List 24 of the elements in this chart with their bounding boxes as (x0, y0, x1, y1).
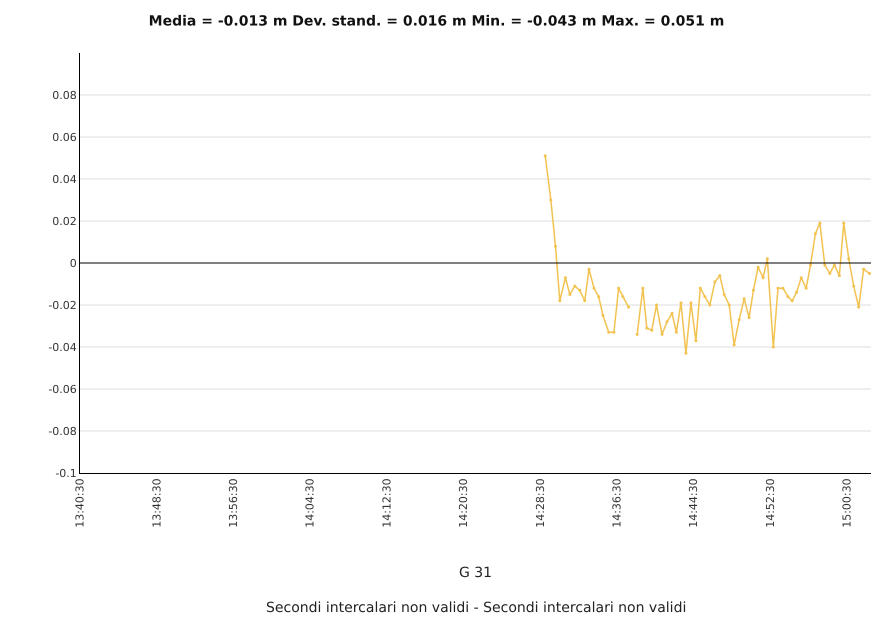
y-tick-label: -0.02 (48, 298, 77, 312)
y-tick-label: -0.1 (55, 466, 77, 480)
x-tick-label: 14:28:30 (534, 478, 547, 528)
x-tick-label: 14:12:30 (380, 478, 394, 528)
chart-title: Media = -0.013 m Dev. stand. = 0.016 m Min. = -0.043 m Max. = 0.051 m (148, 13, 724, 30)
y-tick-label: 0.02 (52, 214, 77, 228)
y-tick-label: 0.06 (52, 130, 77, 144)
text: Secondi intercalari non validi - Secondi intercalari non validi (266, 600, 686, 616)
y-tick-label: -0.04 (48, 340, 77, 354)
y-tick-label: -0.06 (48, 382, 77, 396)
x-tick-label: 13:40:30 (74, 478, 87, 528)
x-tick-label: 15:00:30 (840, 478, 854, 528)
x-tick-label: 14:20:30 (457, 478, 470, 528)
y-tick-label: 0.08 (52, 88, 77, 102)
x-axis-title: G 31 (458, 565, 492, 582)
x-tick-label: 13:48:30 (150, 478, 164, 528)
x-tick-label: 13:56:30 (226, 478, 240, 528)
x-tick-label: 14:52:30 (764, 478, 777, 528)
x-tick-label: 14:36:30 (610, 478, 624, 528)
x-tick-label: 14:44:30 (687, 478, 700, 528)
y-tick-label: 0 (70, 256, 77, 270)
y-tick-label: -0.08 (48, 424, 77, 438)
x-tick-label: 14:04:30 (304, 478, 317, 528)
y-tick-label: 0.04 (52, 172, 77, 186)
